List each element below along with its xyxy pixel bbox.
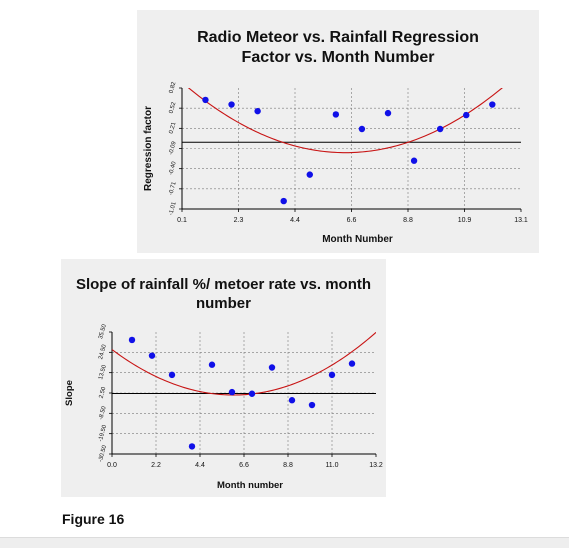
- data-point: [306, 171, 313, 178]
- x-tick-label: 8.8: [403, 217, 413, 224]
- data-point: [463, 111, 470, 119]
- data-point: [208, 361, 216, 368]
- y-tick-label: 13.50: [98, 364, 108, 381]
- y-tick-label: 0.82: [169, 81, 178, 94]
- chart-title: Slope of rainfall %/ metoer rate vs. mon…: [75, 276, 372, 312]
- data-point: [489, 101, 496, 108]
- y-tick-label: 0.21: [169, 121, 178, 134]
- x-tick-label: 0.0: [107, 462, 117, 469]
- regression-plot: 0.82 0.52 0.21 -0.09 -0.40 -0.71 -1.010.1 2.3 4.…: [143, 81, 528, 245]
- x-tick-label: 2.3: [234, 217, 244, 224]
- fit-curve: [112, 332, 376, 396]
- y-tick-label: 0.52: [169, 101, 178, 114]
- x-tick-label: 6.6: [347, 217, 357, 224]
- data-point: [188, 443, 196, 450]
- y-tick-label: -0.40: [168, 160, 178, 175]
- data-point: [328, 371, 336, 379]
- x-tick-label: 0.1: [177, 217, 187, 224]
- y-tick-label: -8.50: [98, 405, 108, 420]
- data-point: [384, 109, 392, 117]
- x-axis-label: Month number: [217, 480, 283, 491]
- data-point: [168, 371, 176, 379]
- y-axis-label: Regression factor: [143, 106, 154, 191]
- x-axis-label: Month Number: [322, 234, 393, 245]
- data-point: [228, 101, 235, 108]
- data-point: [128, 336, 136, 344]
- data-point: [280, 197, 287, 205]
- chart-panel-regression: Radio Meteor vs. Rainfall Regression Fac…: [137, 10, 539, 253]
- y-tick-label: -19.50: [98, 424, 108, 443]
- data-point: [288, 397, 296, 404]
- y-tick-label: 35.50: [98, 323, 108, 340]
- data-point: [254, 107, 261, 115]
- x-tick-label: 6.6: [239, 462, 249, 469]
- data-point: [228, 388, 236, 396]
- x-tick-label: 11.0: [325, 462, 338, 469]
- y-axis-label: Slope: [64, 380, 75, 406]
- x-tick-label: 4.4: [290, 217, 300, 224]
- y-tick-label: 24.50: [98, 343, 108, 360]
- x-tick-label: 8.8: [283, 462, 293, 469]
- data-point: [410, 157, 418, 164]
- bottom-bar: [0, 537, 569, 548]
- data-point: [248, 390, 256, 397]
- x-tick-label: 13.1: [514, 217, 528, 224]
- y-tick-label: 2.50: [99, 386, 108, 399]
- data-point: [148, 352, 156, 359]
- slope-plot: 35.50 24.50 13.50 2.50 -8.50 -19.50-30.500.0 2…: [64, 323, 383, 491]
- y-tick-label: -0.71: [168, 181, 178, 196]
- x-tick-label: 2.2: [151, 462, 161, 469]
- chart-panel-slope: Slope of rainfall %/ metoer rate vs. mon…: [61, 259, 386, 497]
- data-point: [308, 401, 316, 409]
- data-point: [202, 96, 209, 104]
- figure-caption: Figure 16: [62, 511, 125, 527]
- data-point: [348, 360, 356, 367]
- data-point: [436, 125, 444, 133]
- x-tick-label: 13.2: [369, 462, 383, 469]
- y-tick-label: -0.09: [168, 140, 178, 155]
- y-tick-label: -1.01: [168, 201, 178, 216]
- data-point: [358, 125, 366, 133]
- data-point: [332, 111, 340, 118]
- x-tick-label: 10.9: [458, 217, 472, 224]
- y-tick-label: -30.50: [98, 444, 108, 463]
- x-tick-label: 4.4: [195, 462, 205, 469]
- chart-title: Radio Meteor vs. Rainfall Regression Fac…: [197, 29, 479, 66]
- data-point: [268, 364, 276, 371]
